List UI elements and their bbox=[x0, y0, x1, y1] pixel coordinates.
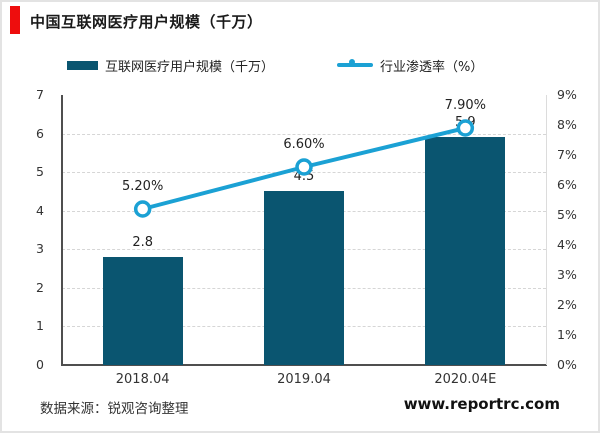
y-axis-right-tick: 8% bbox=[557, 117, 577, 132]
y-axis-right-tick: 5% bbox=[557, 207, 577, 222]
line-marker bbox=[133, 200, 152, 218]
right-axis-line bbox=[546, 95, 547, 365]
website-text: www.reportrc.com bbox=[403, 395, 560, 413]
line-value-label: 7.90% bbox=[444, 98, 486, 113]
line-marker bbox=[456, 119, 475, 137]
y-axis-left-tick: 5 bbox=[36, 164, 44, 180]
line-value-label: 6.60% bbox=[283, 137, 325, 152]
y-axis-right-tick: 4% bbox=[557, 237, 577, 252]
y-axis-right-tick: 2% bbox=[557, 297, 577, 312]
bar-series-swatch bbox=[67, 60, 98, 70]
y-axis-right-tick: 6% bbox=[557, 177, 577, 192]
line-series-swatch bbox=[337, 59, 373, 67]
y-axis-right-tick: 1% bbox=[557, 327, 577, 342]
y-axis-left-tick: 4 bbox=[36, 202, 44, 218]
line-marker bbox=[295, 158, 313, 176]
gridline bbox=[62, 133, 546, 135]
x-axis-label: 2018.04 bbox=[115, 372, 170, 387]
line-marker-swatch-dot bbox=[349, 59, 355, 65]
x-axis-label: 2019.04 bbox=[277, 372, 331, 387]
trend-line-svg bbox=[133, 119, 475, 218]
y-axis-right-tick: 3% bbox=[557, 267, 577, 282]
bar-value-label: 2.8 bbox=[132, 235, 153, 250]
y-axis-right-tick: 9% bbox=[557, 87, 577, 102]
x-axis-label: 2020.04E bbox=[434, 372, 497, 387]
bar bbox=[264, 191, 344, 365]
legend-label-user-scale: 互联网医疗用户规模（千万） bbox=[105, 59, 275, 75]
data-source-text: 数据来源：锐观咨询整理 bbox=[40, 401, 189, 417]
title-accent-bar bbox=[10, 6, 20, 34]
y-axis-right-tick: 7% bbox=[557, 147, 577, 162]
y-axis-left-tick: 0 bbox=[36, 357, 44, 372]
y-axis-right-tick: 0% bbox=[557, 357, 577, 372]
bar bbox=[425, 137, 506, 365]
left-axis-line bbox=[61, 95, 63, 366]
legend-item-user-scale: 互联网医疗用户规模（千万） bbox=[67, 56, 275, 75]
chart-title: 中国互联网医疗用户规模（千万） bbox=[30, 13, 263, 31]
y-axis-left-tick: 1 bbox=[36, 318, 44, 334]
plot-area: 0 1 2 3 4 5 6 7 0% 1% 2% 3% 4% 5% 6% 7% 8% 9% 2018.04 2019.… bbox=[36, 87, 577, 387]
legend-item-penetration-rate: 行业渗透率（%） bbox=[337, 56, 484, 75]
bottom-axis-line bbox=[61, 364, 547, 366]
bar bbox=[102, 257, 183, 365]
y-axis-left-tick: 7 bbox=[36, 87, 44, 102]
line-value-label: 5.20% bbox=[122, 179, 164, 194]
y-axis-left-tick: 3 bbox=[36, 241, 44, 257]
y-axis-left-tick: 2 bbox=[36, 279, 44, 295]
legend-label-penetration-rate: 行业渗透率（%） bbox=[380, 59, 484, 75]
y-axis-left-tick: 6 bbox=[36, 125, 44, 141]
